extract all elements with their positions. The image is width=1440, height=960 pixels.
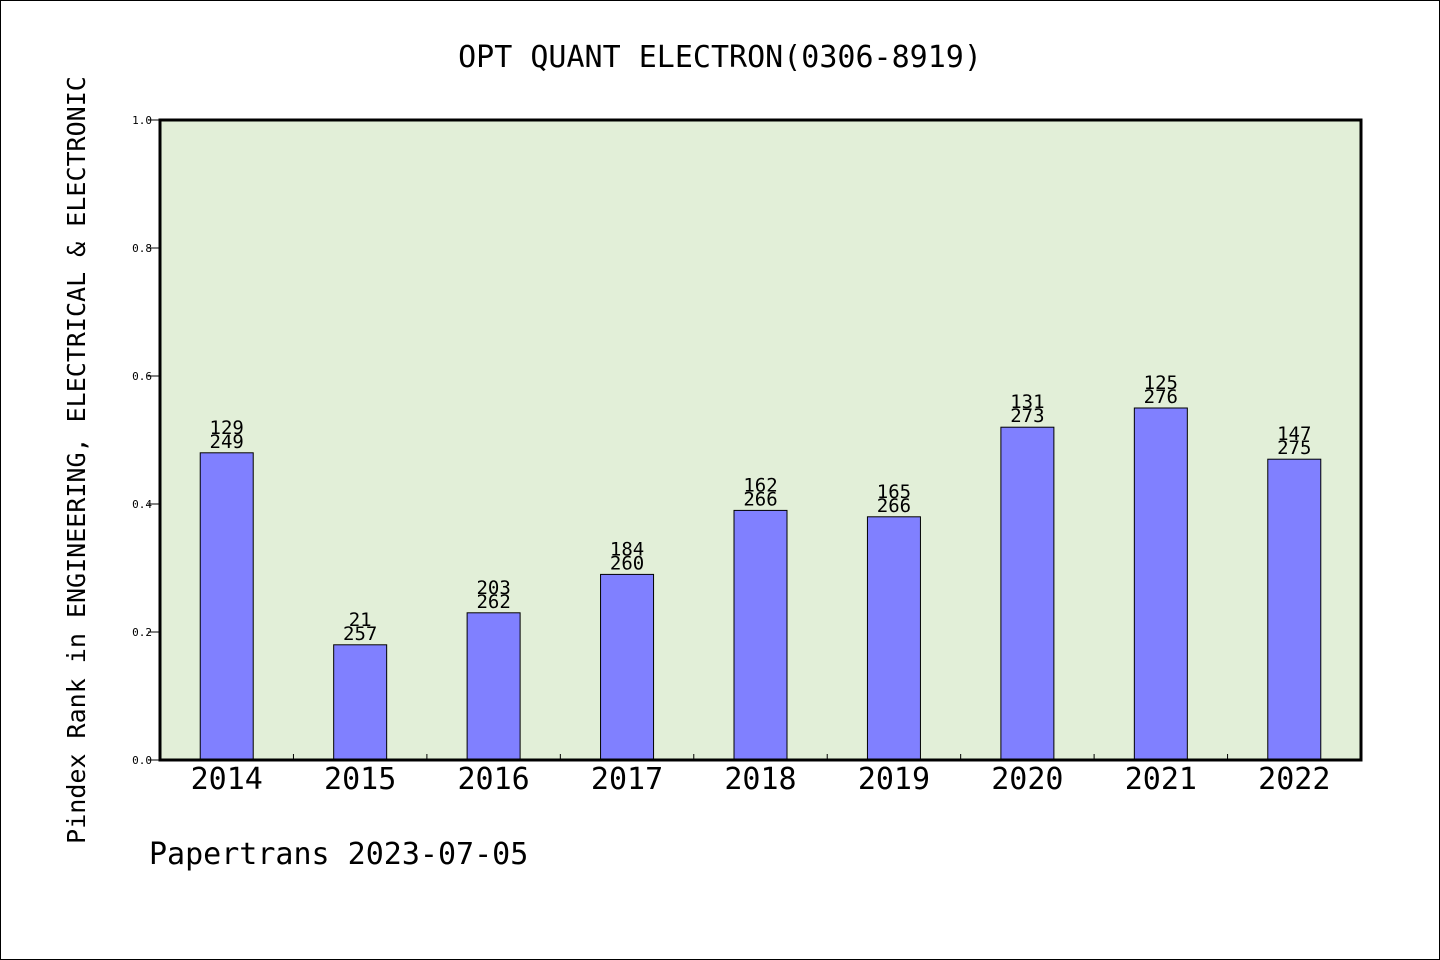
- bar-label-bottom-2014: 249: [210, 431, 244, 453]
- y-tick-label: 0.4: [132, 498, 152, 511]
- x-tick-label-2021: 2021: [1125, 762, 1197, 797]
- x-tick-label-2020: 2020: [991, 762, 1063, 797]
- y-tick-label: 1.0: [132, 114, 152, 127]
- x-tick-label-2016: 2016: [457, 762, 529, 797]
- bar-label-top-2014: 129: [210, 417, 244, 439]
- bar-label-top-2017: 184: [610, 538, 644, 560]
- bar-label-top-2022: 147: [1277, 423, 1311, 445]
- x-ticks-group: 2014 2015 2016 2017 2018 2019 2020 2021 2022: [191, 754, 1330, 797]
- bar-label-top-2020: 131: [1010, 391, 1044, 413]
- x-tick-label-2015: 2015: [324, 762, 396, 797]
- bar-2018: [733, 509, 788, 761]
- x-tick-label-2018: 2018: [724, 762, 796, 797]
- bar-label-top-2021: 125: [1144, 372, 1178, 394]
- bar-2019: [866, 516, 921, 761]
- plot-border: [158, 118, 1363, 762]
- bar-label-top-2016: 203: [476, 577, 510, 599]
- bar-label-bottom-2016: 262: [476, 591, 510, 613]
- bar-label-bottom-2020: 273: [1010, 405, 1044, 427]
- chart-title: OPT QUANT ELECTRON(0306-8919): [458, 40, 982, 75]
- bar-2017: [600, 573, 655, 761]
- y-tick-label: 0.0: [132, 754, 152, 767]
- x-tick-label-2022: 2022: [1258, 762, 1330, 797]
- bar-label-top-2015: 21: [349, 609, 372, 631]
- bar-label-bottom-2017: 260: [610, 552, 644, 574]
- bar-2014: [199, 452, 254, 761]
- footer-credit: Papertrans 2023-07-05: [149, 837, 528, 872]
- bar-label-bottom-2022: 275: [1277, 437, 1311, 459]
- y-ticks-group: 0.0 0.2 0.4 0.6 0.8 1.0: [132, 114, 160, 767]
- bar-2022: [1267, 458, 1322, 761]
- bar-label-top-2019: 165: [877, 481, 911, 503]
- y-tick-label: 0.8: [132, 242, 152, 255]
- bar-2020: [1000, 426, 1055, 761]
- y-tick-label: 0.2: [132, 626, 152, 639]
- bar-2015: [333, 644, 388, 761]
- bar-label-bottom-2019: 266: [877, 495, 911, 517]
- bar-2016: [466, 612, 521, 761]
- bar-label-bottom-2018: 266: [743, 488, 777, 510]
- bar-label-bottom-2021: 276: [1144, 386, 1178, 408]
- bar-2021: [1133, 407, 1188, 761]
- x-tick-label-2014: 2014: [191, 762, 263, 797]
- y-tick-label: 0.6: [132, 370, 152, 383]
- bar-label-top-2018: 162: [743, 474, 777, 496]
- x-tick-label-2017: 2017: [591, 762, 663, 797]
- y-axis-label: Pindex Rank in ENGINEERING, ELECTRICAL &…: [62, 76, 91, 844]
- bar-label-bottom-2015: 257: [343, 623, 377, 645]
- x-tick-label-2019: 2019: [858, 762, 930, 797]
